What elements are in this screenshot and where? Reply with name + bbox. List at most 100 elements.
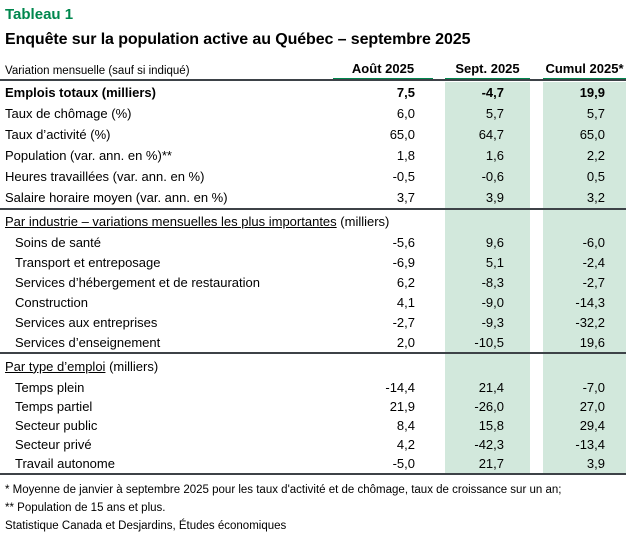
footnotes: * Moyenne de janvier à septembre 2025 po…	[5, 481, 561, 535]
row-label: Secteur privé	[15, 437, 92, 452]
row-label: Taux de chômage (%)	[5, 106, 132, 121]
cell-cumul-2025: -6,0	[582, 234, 605, 250]
cell-cumul-2025: -2,4	[582, 254, 605, 270]
cell-aout-2025: 6,2	[396, 274, 415, 290]
cell-aout-2025: -5,0	[392, 456, 415, 471]
footnote-1: * Moyenne de janvier à septembre 2025 po…	[5, 484, 562, 496]
row-label: Services d’enseignement	[15, 334, 161, 350]
table-row: Secteur public 8,4 15,8 29,4	[0, 416, 626, 435]
section-header-row: Par type d’emploi (milliers)	[0, 354, 626, 378]
row-label: Taux d’activité (%)	[5, 127, 111, 142]
table-row: Salaire horaire moyen (var. ann. en %) 3,…	[0, 187, 626, 208]
columns-header-row: Variation mensuelle (sauf si indiqué) Ao…	[0, 56, 626, 80]
highlight-band-cumul	[543, 82, 626, 475]
table-row: Travail autonome -5,0 21,7 3,9	[0, 454, 626, 473]
table-row: Temps partiel 21,9 -26,0 27,0	[0, 397, 626, 416]
table-top-rule	[0, 79, 626, 81]
column-header-aout: Août 2025	[333, 61, 433, 80]
cell-aout-2025: 7,5	[396, 85, 415, 100]
row-dimension-label: Variation mensuelle (sauf si indiqué)	[5, 65, 190, 77]
cell-cumul-2025: -7,0	[582, 380, 605, 395]
cell-sept-2025: 5,1	[485, 254, 504, 270]
row-label: Population (var. ann. en %)**	[5, 148, 172, 163]
section-separator	[0, 208, 626, 210]
cell-aout-2025: 6,0	[396, 106, 415, 121]
cell-sept-2025: 1,6	[485, 148, 504, 163]
table-row: Taux de chômage (%) 6,0 5,7 5,7	[0, 103, 626, 124]
row-label: Services aux entreprises	[15, 314, 158, 330]
cell-sept-2025: -4,7	[481, 85, 504, 100]
column-header-sept: Sept. 2025	[445, 61, 530, 80]
footnote-2: ** Population de 15 ans et plus.	[5, 502, 166, 514]
row-label: Transport et entreposage	[15, 254, 161, 270]
cell-aout-2025: -2,7	[392, 314, 415, 330]
cell-sept-2025: -9,0	[481, 294, 504, 310]
cell-aout-2025: 2,0	[396, 334, 415, 350]
cell-aout-2025: 4,1	[396, 294, 415, 310]
row-label: Soins de santé	[15, 234, 102, 250]
cell-cumul-2025: 19,9	[579, 85, 605, 100]
table-row: Soins de santé -5,6 9,6 -6,0	[0, 232, 626, 252]
cell-sept-2025: -10,5	[474, 334, 504, 350]
cell-sept-2025: -26,0	[474, 399, 504, 414]
table-row: Taux d’activité (%) 65,0 64,7 65,0	[0, 124, 626, 145]
cell-sept-2025: 9,6	[485, 234, 504, 250]
cell-cumul-2025: 3,2	[586, 190, 605, 205]
cell-sept-2025: 5,7	[485, 106, 504, 121]
cell-aout-2025: 3,7	[396, 190, 415, 205]
cell-aout-2025: 1,8	[396, 148, 415, 163]
row-label: Salaire horaire moyen (var. ann. en %)	[5, 190, 228, 205]
cell-aout-2025: 8,4	[396, 418, 415, 433]
row-label: Services d’hébergement et de restauratio…	[15, 274, 260, 290]
tableau-number: Tableau 1	[5, 6, 74, 23]
cell-aout-2025: -14,4	[385, 380, 415, 395]
cell-aout-2025: -0,5	[392, 169, 415, 184]
highlight-band-sept	[445, 82, 530, 475]
table-row: Heures travaillées (var. ann. en %) -0,5 -…	[0, 166, 626, 187]
cell-sept-2025: 64,7	[478, 127, 504, 142]
table-row: Secteur privé 4,2 -42,3 -13,4	[0, 435, 626, 454]
section-header-suffix: (milliers)	[336, 213, 390, 229]
row-label: Travail autonome	[15, 456, 115, 471]
section-separator	[0, 352, 626, 354]
cell-sept-2025: -9,3	[481, 314, 504, 330]
row-label: Temps plein	[15, 380, 85, 395]
cell-aout-2025: 65,0	[389, 127, 415, 142]
table-row: Services aux entreprises -2,7 -9,3 -32,2	[0, 312, 626, 332]
cell-aout-2025: -6,9	[392, 254, 415, 270]
cell-cumul-2025: -2,7	[582, 274, 605, 290]
cell-sept-2025: -0,6	[481, 169, 504, 184]
cell-sept-2025: 21,4	[478, 380, 504, 395]
row-label: Heures travaillées (var. ann. en %)	[5, 169, 205, 184]
table-row: Transport et entreposage -6,9 5,1 -2,4	[0, 252, 626, 272]
cell-cumul-2025: -14,3	[575, 294, 605, 310]
cell-cumul-2025: 5,7	[586, 106, 605, 121]
table-body: Emplois totaux (milliers) 7,5 -4,7 19,9 Taux…	[0, 82, 626, 475]
table-row: Services d’hébergement et de restauratio…	[0, 272, 626, 292]
column-header-cumul: Cumul 2025*	[543, 61, 626, 80]
cell-sept-2025: -8,3	[481, 274, 504, 290]
cell-cumul-2025: 19,6	[579, 334, 605, 350]
table-row: Emplois totaux (milliers) 7,5 -4,7 19,9	[0, 82, 626, 103]
source-line: Statistique Canada et Desjardins, Études…	[5, 520, 287, 532]
section-header-row: Par industrie – variations mensuelles le…	[0, 210, 626, 232]
cell-aout-2025: 21,9	[389, 399, 415, 414]
cell-cumul-2025: 2,2	[586, 148, 605, 163]
cell-cumul-2025: 3,9	[586, 456, 605, 471]
row-label: Temps partiel	[15, 399, 93, 414]
cell-cumul-2025: -13,4	[575, 437, 605, 452]
table-row: Temps plein -14,4 21,4 -7,0	[0, 378, 626, 397]
row-label: Emplois totaux (milliers)	[5, 85, 156, 100]
cell-sept-2025: 3,9	[485, 190, 504, 205]
cell-aout-2025: 4,2	[396, 437, 415, 452]
report-title: Enquête sur la population active au Québ…	[5, 31, 471, 48]
cell-sept-2025: 15,8	[478, 418, 504, 433]
cell-cumul-2025: -32,2	[575, 314, 605, 330]
cell-cumul-2025: 29,4	[579, 418, 605, 433]
row-label: Secteur public	[15, 418, 98, 433]
section-header-underlined: Par type d’emploi	[5, 358, 106, 374]
cell-aout-2025: -5,6	[392, 234, 415, 250]
cell-cumul-2025: 0,5	[586, 169, 605, 184]
section-header-suffix: (milliers)	[105, 358, 159, 374]
